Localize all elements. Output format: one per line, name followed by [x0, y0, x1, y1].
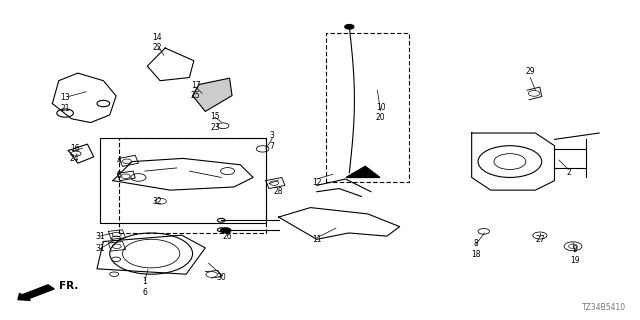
Text: 14
22: 14 22 — [153, 33, 163, 52]
Text: 26: 26 — [223, 232, 232, 241]
FancyArrow shape — [18, 285, 54, 300]
Polygon shape — [193, 78, 232, 111]
Polygon shape — [346, 166, 380, 178]
Text: 29: 29 — [525, 67, 535, 76]
Text: 16
24: 16 24 — [70, 144, 79, 163]
Text: 31: 31 — [95, 232, 105, 241]
Text: 27: 27 — [535, 235, 545, 244]
Text: 17
25: 17 25 — [191, 81, 200, 100]
Text: 10
20: 10 20 — [376, 103, 385, 122]
Text: 1
6: 1 6 — [142, 277, 147, 297]
Text: 28: 28 — [274, 187, 284, 196]
Text: 9
19: 9 19 — [570, 245, 580, 265]
Text: FR.: FR. — [59, 281, 78, 291]
Circle shape — [221, 228, 231, 233]
Text: 3
7: 3 7 — [270, 131, 275, 151]
Text: 8
18: 8 18 — [472, 239, 481, 259]
Text: 32: 32 — [153, 197, 163, 206]
Text: 11: 11 — [312, 235, 321, 244]
Text: 30: 30 — [216, 273, 226, 282]
Text: 31: 31 — [95, 244, 105, 253]
Text: 5: 5 — [117, 172, 122, 180]
Text: 15
23: 15 23 — [210, 112, 220, 132]
Text: 2: 2 — [566, 168, 571, 177]
Text: 13
21: 13 21 — [60, 93, 70, 113]
Text: 4: 4 — [117, 156, 122, 164]
Circle shape — [345, 25, 354, 29]
Text: TZ34B5410: TZ34B5410 — [582, 303, 626, 312]
Bar — [100, 138, 266, 223]
Text: 12: 12 — [312, 178, 321, 187]
